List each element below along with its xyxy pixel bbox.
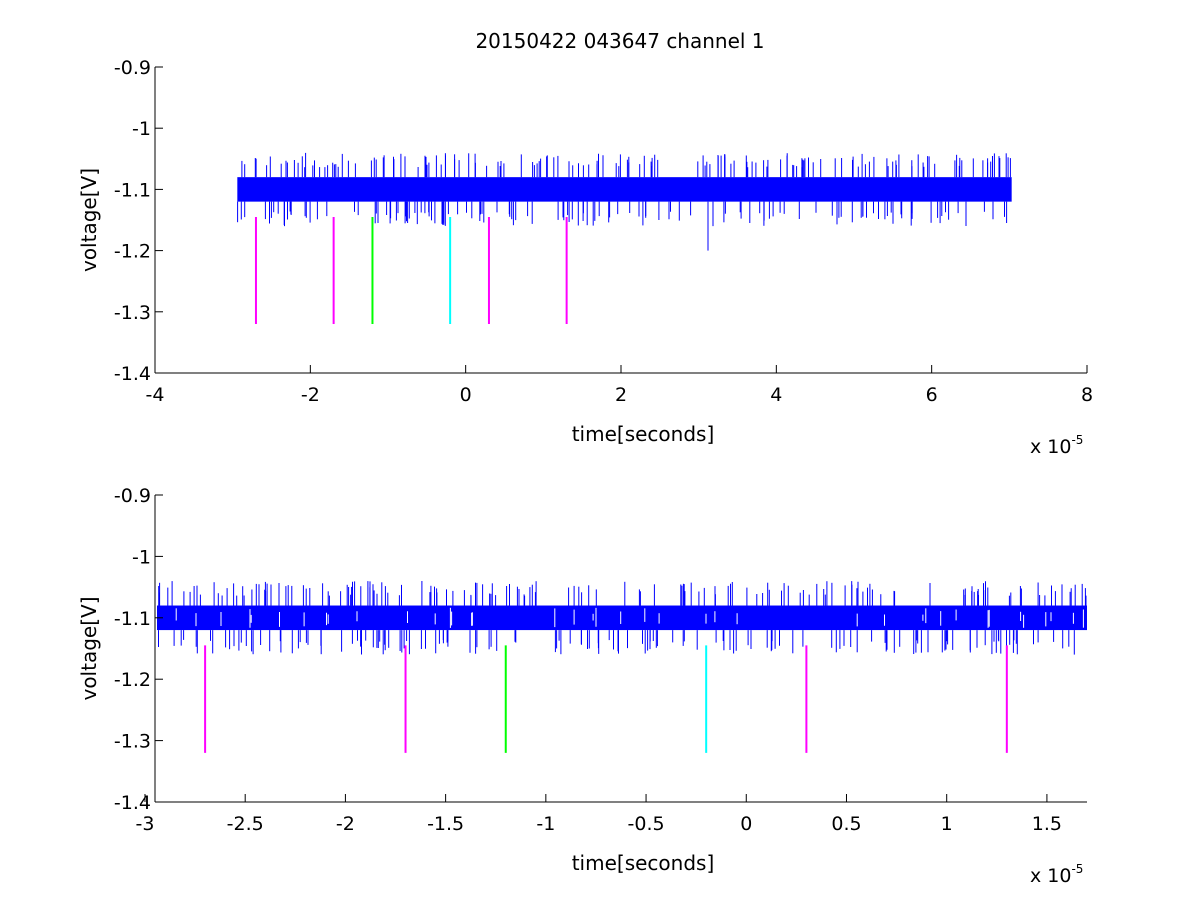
bottom-plot-ticks: -3 -2.5 -2 -1.5 -1 -0.5 0 0.5 1 1.5 -1.4 -1.3 -1.2 -1… [114, 485, 1062, 835]
y-tick-label: -1.2 [114, 241, 151, 263]
x-tick-label: 6 [926, 384, 938, 406]
x-tick-label: 0 [740, 813, 752, 835]
top-plot-markers [254, 216, 568, 325]
x-tick-label: -0.5 [628, 813, 665, 835]
bottom-plot-multiplier-exponent: -5 [1071, 862, 1083, 876]
y-tick-label: -1.4 [114, 363, 151, 385]
y-tick-label: -1.4 [114, 792, 151, 814]
top-plot: -4 -2 0 2 4 6 8 -1.4 -1.3 -1.2 -1.1 -1 -0.9 time[sec… [77, 57, 1093, 458]
x-tick-label: -2.5 [227, 813, 264, 835]
x-tick-label: 2 [615, 384, 627, 406]
top-plot-ylabel: voltage[V] [77, 168, 101, 272]
x-tick-label: -1 [536, 813, 555, 835]
top-plot-multiplier-base: x 10 [1030, 436, 1071, 458]
bottom-plot-multiplier-base: x 10 [1030, 865, 1071, 887]
y-tick-label: -1 [132, 546, 151, 568]
top-plot-axes [154, 67, 1087, 374]
bottom-plot: -3 -2.5 -2 -1.5 -1 -0.5 0 0.5 1 1.5 -1.4 -1.3 -1.2 -1… [77, 485, 1088, 887]
top-plot-xlabel: time[seconds] [572, 422, 715, 446]
bottom-plot-markers [204, 645, 1008, 753]
top-plot-ticks: -4 -2 0 2 4 6 8 -1.4 -1.3 -1.2 -1.1 -1 -0.9 [114, 57, 1093, 406]
top-plot-x-multiplier: x 10-5 [1030, 433, 1083, 458]
bottom-plot-signal [157, 581, 1088, 655]
x-tick-label: 8 [1081, 384, 1093, 406]
y-tick-label: -1 [132, 118, 151, 140]
bottom-plot-xlabel: time[seconds] [572, 851, 715, 875]
figure-title: 20150422 043647 channel 1 [475, 29, 764, 53]
y-tick-label: -1.1 [114, 179, 151, 201]
x-tick-label: -2 [336, 813, 355, 835]
y-tick-label: -1.3 [114, 731, 151, 753]
x-tick-label: -2 [301, 384, 320, 406]
y-tick-label: -1.1 [114, 608, 151, 630]
bottom-plot-ylabel: voltage[V] [77, 596, 101, 700]
bottom-plot-x-multiplier: x 10-5 [1030, 862, 1083, 887]
y-tick-label: -1.2 [114, 669, 151, 691]
signal-band [237, 177, 1012, 202]
top-plot-multiplier-exponent: -5 [1071, 433, 1083, 447]
bottom-plot-axes [154, 495, 1087, 803]
x-tick-label: -4 [146, 384, 165, 406]
y-tick-label: -1.3 [114, 302, 151, 324]
x-tick-label: 0.5 [831, 813, 861, 835]
x-tick-label: 0 [460, 384, 472, 406]
signal-band [157, 605, 1088, 631]
x-tick-label: 1 [941, 813, 953, 835]
x-tick-label: -1.5 [427, 813, 464, 835]
y-tick-label: -0.9 [114, 57, 151, 79]
x-tick-label: 4 [770, 384, 782, 406]
y-tick-label: -0.9 [114, 485, 151, 507]
x-tick-label: 1.5 [1032, 813, 1062, 835]
x-tick-label: -3 [136, 813, 155, 835]
top-plot-signal [237, 152, 1012, 251]
